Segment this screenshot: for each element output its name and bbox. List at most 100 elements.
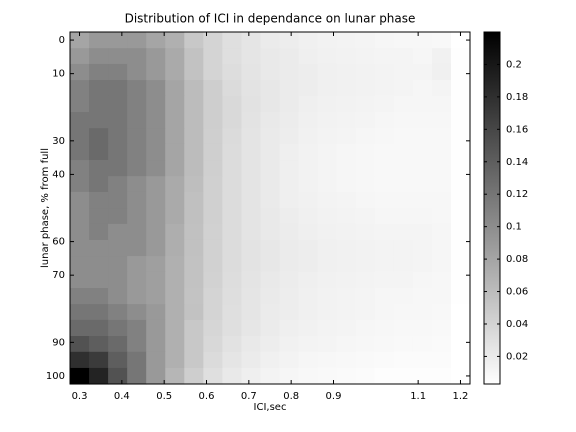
heatmap-cell [260, 367, 281, 385]
heatmap-cell [260, 208, 281, 225]
colorbar-tick-label: 0.2 [506, 59, 522, 70]
heatmap-cell [374, 95, 395, 113]
colorbar-tick-label: 0.16 [506, 124, 528, 135]
heatmap-cell [184, 367, 204, 385]
heatmap-cell [108, 208, 128, 225]
heatmap-cell [241, 367, 262, 385]
heatmap-cell [450, 191, 471, 209]
heatmap-cell [298, 223, 319, 241]
heatmap-cell [165, 112, 185, 129]
heatmap-cell [393, 48, 414, 65]
heatmap-cell [393, 95, 414, 113]
heatmap-cell [393, 336, 414, 353]
heatmap-cell [450, 367, 471, 385]
heatmap-cell [70, 367, 90, 385]
heatmap-cell [279, 176, 300, 193]
heatmap-cell [260, 32, 281, 49]
heatmap-cell [450, 63, 471, 81]
heatmap-cell [279, 80, 300, 97]
heatmap-cell [222, 112, 243, 129]
heatmap-cell [222, 256, 243, 273]
heatmap-cell [374, 143, 395, 161]
heatmap-cell [298, 80, 319, 97]
y-tick-label: 60 [52, 237, 65, 248]
heatmap-cell [203, 176, 223, 193]
heatmap-cell [108, 367, 128, 385]
heatmap-cell [127, 95, 147, 113]
heatmap-cell [298, 319, 319, 337]
heatmap-cell [70, 160, 90, 177]
heatmap-cell [393, 80, 414, 97]
heatmap-cell [431, 48, 452, 65]
heatmap-cell [317, 271, 338, 289]
heatmap-cell [222, 48, 243, 65]
heatmap-cell [127, 256, 147, 273]
heatmap-cell [108, 191, 128, 209]
heatmap-cell [393, 304, 414, 321]
heatmap-cell [165, 143, 185, 161]
heatmap-cell [108, 223, 128, 241]
heatmap-cell [355, 351, 376, 369]
heatmap-cell [355, 288, 376, 305]
heatmap-cell [279, 191, 300, 209]
heatmap-cell [412, 223, 433, 241]
heatmap-cell [70, 63, 90, 81]
heatmap-cell [298, 63, 319, 81]
heatmap-cell [336, 239, 357, 257]
heatmap-cell [393, 208, 414, 225]
heatmap-cell [374, 271, 395, 289]
heatmap-cell [165, 80, 185, 97]
heatmap-cell [127, 208, 147, 225]
heatmap-cell [374, 32, 395, 49]
heatmap-cell [241, 95, 262, 113]
heatmap-cell [260, 48, 281, 65]
heatmap-cell [260, 176, 281, 193]
heatmap-cell [146, 128, 166, 145]
heatmap-cell [203, 95, 223, 113]
heatmap-cell [279, 351, 300, 369]
heatmap-cell [146, 48, 166, 65]
heatmap-cell [184, 48, 204, 65]
heatmap-cell [146, 239, 166, 257]
heatmap-cell [222, 32, 243, 49]
heatmap-cell [317, 367, 338, 385]
heatmap-cell [336, 336, 357, 353]
heatmap-cell [431, 319, 452, 337]
heatmap-cell [336, 48, 357, 65]
heatmap-cell [279, 288, 300, 305]
heatmap-cell [184, 288, 204, 305]
heatmap-cell [89, 160, 109, 177]
heatmap-cell [336, 32, 357, 49]
heatmap-cell [127, 191, 147, 209]
heatmap-cell [241, 32, 262, 49]
heatmap-cell [412, 256, 433, 273]
heatmap-cell [450, 160, 471, 177]
heatmap-cell [184, 128, 204, 145]
heatmap-cell [89, 191, 109, 209]
heatmap-cell [374, 160, 395, 177]
heatmap-cell [70, 223, 90, 241]
heatmap-cell [374, 336, 395, 353]
colorbar-tick-label: 0.12 [506, 189, 528, 200]
heatmap-cell [165, 239, 185, 257]
heatmap-cell [431, 271, 452, 289]
heatmap-cell [450, 319, 471, 337]
heatmap-cell [279, 367, 300, 385]
heatmap-cell [355, 191, 376, 209]
heatmap-cell [108, 271, 128, 289]
heatmap-cell [317, 160, 338, 177]
heatmap-cell [336, 223, 357, 241]
heatmap-cell [203, 319, 223, 337]
heatmap-cell [298, 208, 319, 225]
heatmap-cell [412, 128, 433, 145]
heatmap-cell [184, 176, 204, 193]
heatmap-cell [412, 336, 433, 353]
heatmap-cell [355, 95, 376, 113]
heatmap-cell [393, 176, 414, 193]
heatmap-cell [336, 288, 357, 305]
heatmap-cell [355, 223, 376, 241]
y-tick-label: 100 [46, 371, 65, 382]
heatmap-cell [317, 239, 338, 257]
heatmap-cell [222, 63, 243, 81]
heatmap-cell [165, 351, 185, 369]
